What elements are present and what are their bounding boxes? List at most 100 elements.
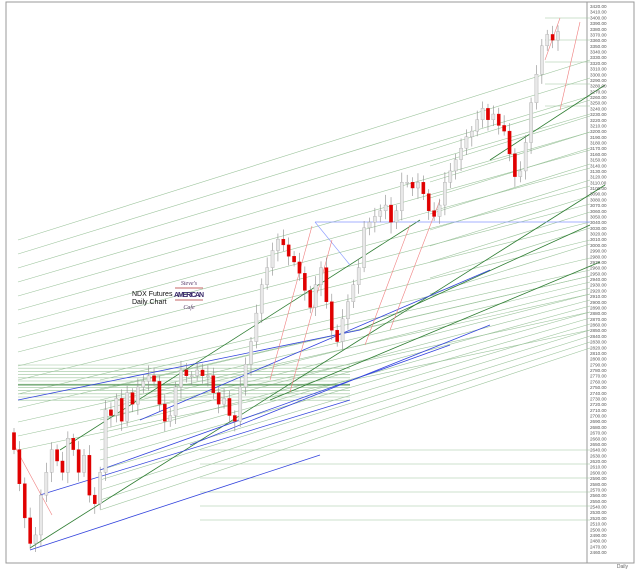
y-tick-label: 2540.00 [590,505,607,510]
y-tick-label: 3220.00 [590,118,607,123]
chart-title-line-1: NDX Futures [132,291,173,298]
candle-up [206,375,210,377]
candle-up [383,204,388,211]
candle-up [394,210,399,223]
trendline [17,167,591,325]
trendline [99,347,591,511]
candle-down [389,204,393,223]
trendlines [13,17,606,551]
y-tick-label: 2480.00 [590,539,607,544]
y-tick-label: 2600.00 [590,470,607,475]
candle-up [373,216,377,223]
y-tick-label: 2810.00 [590,351,607,356]
trendline [39,399,351,496]
y-tick-label: 2780.00 [590,368,607,373]
candle-down [200,369,205,376]
trendline [17,131,591,297]
candle-up [179,369,183,388]
trendline [99,335,591,491]
y-tick-label: 2500.00 [590,527,607,532]
y-tick-label: 2950.00 [590,271,607,276]
trendline [17,149,591,311]
candle-down [233,415,237,422]
candle-down [432,210,436,217]
candle-down [28,517,32,544]
y-tick-label: 3050.00 [590,214,607,219]
y-tick-label: 2760.00 [590,379,607,384]
y-tick-label: 3250.00 [590,101,607,106]
candle-down [76,449,81,473]
candle-down [502,125,506,132]
candle-up [340,318,345,342]
candle-down [329,301,334,331]
candle-down [227,398,232,416]
y-tick-label: 3000.00 [590,243,607,248]
candle-up [416,182,420,189]
candle-down [303,273,307,291]
y-tick-label: 2580.00 [590,482,607,487]
candle-up [443,182,447,206]
candle-up [453,159,458,172]
candle-down [496,113,501,126]
candle-down [130,392,135,405]
candle-up [356,267,361,285]
y-tick-label: 2710.00 [590,408,607,413]
y-tick-label: 3070.00 [590,203,607,208]
candle-down [286,244,291,257]
trendline [17,113,591,283]
candle-up [103,409,108,473]
trendline [17,293,591,423]
y-tick-label: 2890.00 [590,305,607,310]
y-tick-label: 2910.00 [590,294,607,299]
candle-down [55,449,59,462]
candle-up [437,204,442,217]
trendline [289,239,333,393]
y-tick-label: 2800.00 [590,357,607,362]
candle-up [136,386,140,405]
y-tick-label: 2960.00 [590,266,607,271]
y-tick-label: 3080.00 [590,197,607,202]
trendline [99,329,591,481]
y-tick-label: 2560.00 [590,493,607,498]
y-axis: 3420.003410.003400.003390.003380.003370.… [590,4,607,555]
trendline [429,147,591,199]
y-tick-label: 2860.00 [590,323,607,328]
trendline [269,261,601,401]
candle-down [17,449,22,484]
trendline [99,293,591,421]
trendline [359,224,591,331]
candle-down [507,130,512,155]
candle-down [92,494,97,504]
y-tick-label: 2670.00 [590,431,607,436]
candle-up [270,250,275,268]
y-tick-label: 2940.00 [590,277,607,282]
candle-down [513,153,517,177]
candle-up [276,238,280,251]
candle-up [534,74,539,103]
candle-up [491,113,496,120]
candle-down [281,238,286,246]
trendline [17,59,591,241]
y-tick-label: 2740.00 [590,391,607,396]
candle-up [518,170,523,177]
trendline [389,199,441,331]
trendline [17,77,591,255]
timeframe-label: Daily [616,564,628,570]
trendline [17,239,591,381]
candle-up [189,375,194,377]
candle-up [33,534,38,544]
candle-up [44,472,49,496]
candle-up [195,369,199,376]
y-tick-label: 2970.00 [590,260,607,265]
y-tick-label: 2650.00 [590,442,607,447]
candle-down [426,193,431,211]
y-tick-label: 3280.00 [590,84,607,89]
logo: Steve's AMERICAN Cafe [174,281,204,311]
y-tick-label: 2770.00 [590,374,607,379]
y-tick-label: 3310.00 [590,67,607,72]
y-tick-label: 3020.00 [590,232,607,237]
candle-down [292,256,296,263]
y-tick-label: 2470.00 [590,544,607,549]
candle-up [168,415,172,422]
candle-down [211,375,216,393]
